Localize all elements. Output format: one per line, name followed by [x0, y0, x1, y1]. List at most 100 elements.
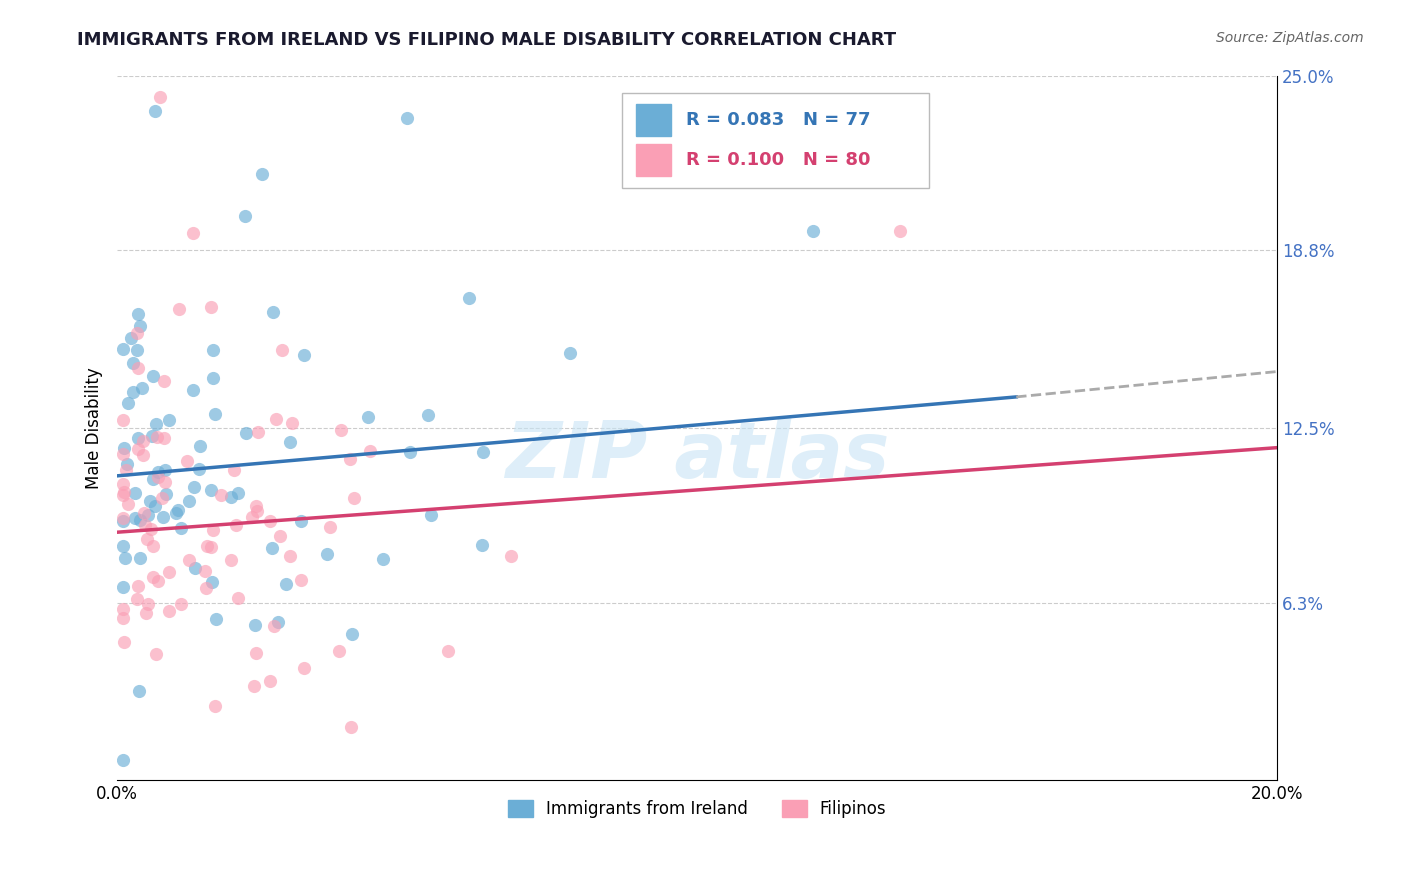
Point [267, 615, 290, 629]
Point [157, 566, 180, 580]
Point [290, 514, 312, 528]
Point [127, 360, 149, 375]
Point [153, 462, 176, 476]
Point [472, 445, 495, 459]
Point [157, 413, 180, 427]
Point [127, 579, 149, 593]
Point [181, 226, 204, 240]
Point [269, 529, 291, 543]
Point [127, 307, 149, 321]
Point [200, 540, 222, 554]
Point [204, 407, 226, 421]
Point [111, 753, 134, 767]
Point [128, 683, 150, 698]
Point [111, 447, 134, 461]
Point [278, 549, 301, 564]
Point [157, 603, 180, 617]
Point [225, 518, 247, 533]
Point [124, 486, 146, 500]
Point [194, 581, 217, 595]
Point [170, 520, 193, 534]
Text: R = 0.100   N = 80: R = 0.100 N = 80 [686, 151, 870, 169]
Point [245, 646, 267, 660]
Point [127, 431, 149, 445]
Point [143, 104, 166, 119]
Point [142, 368, 165, 383]
Point [138, 597, 160, 611]
Point [278, 434, 301, 449]
Text: IMMIGRANTS FROM IRELAND VS FILIPINO MALE DISABILITY CORRELATION CHART: IMMIGRANTS FROM IRELAND VS FILIPINO MALE… [77, 31, 897, 49]
Point [219, 490, 242, 504]
Point [153, 374, 176, 388]
Point [195, 539, 218, 553]
Point [187, 462, 209, 476]
Point [259, 514, 281, 528]
Point [343, 491, 366, 505]
Point [499, 549, 522, 563]
Point [200, 483, 222, 498]
Point [226, 485, 249, 500]
Text: ZIP atlas: ZIP atlas [505, 418, 890, 494]
Point [142, 472, 165, 486]
Point [221, 553, 243, 567]
Point [111, 511, 134, 525]
Point [131, 381, 153, 395]
Point [111, 611, 134, 625]
Point [889, 223, 911, 237]
Point [246, 425, 269, 439]
Point [259, 674, 281, 689]
Point [262, 305, 284, 319]
Point [122, 385, 145, 400]
Point [242, 510, 264, 524]
Point [235, 425, 257, 440]
Point [357, 409, 380, 424]
Point [146, 470, 169, 484]
Point [117, 396, 139, 410]
Point [153, 475, 176, 489]
Point [135, 533, 157, 547]
Point [150, 491, 173, 505]
Point [145, 417, 167, 431]
Point [112, 485, 135, 500]
Point [139, 522, 162, 536]
Point [115, 457, 138, 471]
Y-axis label: Male Disability: Male Disability [86, 367, 103, 489]
Point [246, 503, 269, 517]
Point [329, 423, 352, 437]
Point [260, 541, 283, 556]
Point [142, 540, 165, 554]
Point [145, 647, 167, 661]
Point [120, 331, 142, 345]
Point [177, 493, 200, 508]
Point [125, 343, 148, 357]
Point [399, 445, 422, 459]
Point [114, 551, 136, 566]
Point [245, 499, 267, 513]
Point [139, 493, 162, 508]
Point [204, 699, 226, 714]
Point [124, 511, 146, 525]
Point [132, 448, 155, 462]
Legend: Immigrants from Ireland, Filipinos: Immigrants from Ireland, Filipinos [502, 793, 893, 825]
Point [129, 551, 152, 566]
Point [201, 575, 224, 590]
Point [122, 356, 145, 370]
Point [339, 452, 361, 467]
Point [209, 488, 232, 502]
Point [373, 551, 395, 566]
Point [318, 519, 340, 533]
Point [111, 477, 134, 491]
Point [134, 517, 156, 532]
Point [416, 408, 439, 422]
Point [200, 301, 222, 315]
Point [132, 434, 155, 449]
Text: R = 0.083   N = 77: R = 0.083 N = 77 [686, 111, 870, 129]
FancyBboxPatch shape [621, 93, 929, 188]
Point [112, 635, 135, 649]
Point [328, 644, 350, 658]
Point [188, 439, 211, 453]
Point [233, 210, 256, 224]
Point [276, 577, 298, 591]
Bar [636, 145, 671, 176]
Point [294, 661, 316, 675]
